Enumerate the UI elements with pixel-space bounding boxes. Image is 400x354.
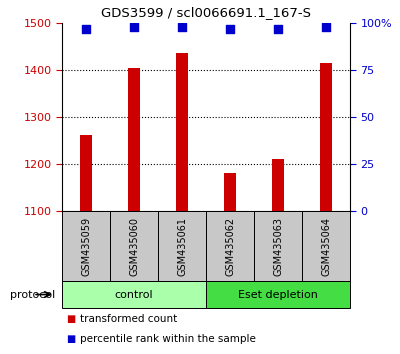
Text: transformed count: transformed count xyxy=(80,314,177,325)
Bar xyxy=(80,135,92,211)
Text: ■: ■ xyxy=(66,314,75,325)
Bar xyxy=(62,211,110,281)
Bar xyxy=(272,159,284,211)
Title: GDS3599 / scl0066691.1_167-S: GDS3599 / scl0066691.1_167-S xyxy=(101,6,311,19)
Bar xyxy=(302,211,350,281)
Bar xyxy=(320,63,332,211)
Text: GSM435060: GSM435060 xyxy=(129,217,139,275)
Text: GSM435062: GSM435062 xyxy=(225,216,235,276)
Text: Eset depletion: Eset depletion xyxy=(238,290,318,300)
Text: protocol: protocol xyxy=(10,290,55,300)
Text: percentile rank within the sample: percentile rank within the sample xyxy=(80,334,256,344)
Bar xyxy=(224,173,236,211)
Text: ■: ■ xyxy=(66,334,75,344)
Point xyxy=(275,26,281,32)
Text: control: control xyxy=(115,290,153,300)
Bar xyxy=(128,68,140,211)
Bar xyxy=(176,52,188,211)
Bar xyxy=(206,281,350,308)
Text: GSM435059: GSM435059 xyxy=(81,216,91,276)
Point xyxy=(227,26,233,32)
Bar xyxy=(206,211,254,281)
Bar xyxy=(158,211,206,281)
Text: GSM435061: GSM435061 xyxy=(177,217,187,275)
Bar xyxy=(254,211,302,281)
Bar xyxy=(62,281,206,308)
Point xyxy=(83,26,89,32)
Point xyxy=(323,24,329,30)
Point xyxy=(131,24,137,30)
Bar xyxy=(110,211,158,281)
Point xyxy=(179,24,185,30)
Text: GSM435064: GSM435064 xyxy=(321,217,331,275)
Text: GSM435063: GSM435063 xyxy=(273,217,283,275)
